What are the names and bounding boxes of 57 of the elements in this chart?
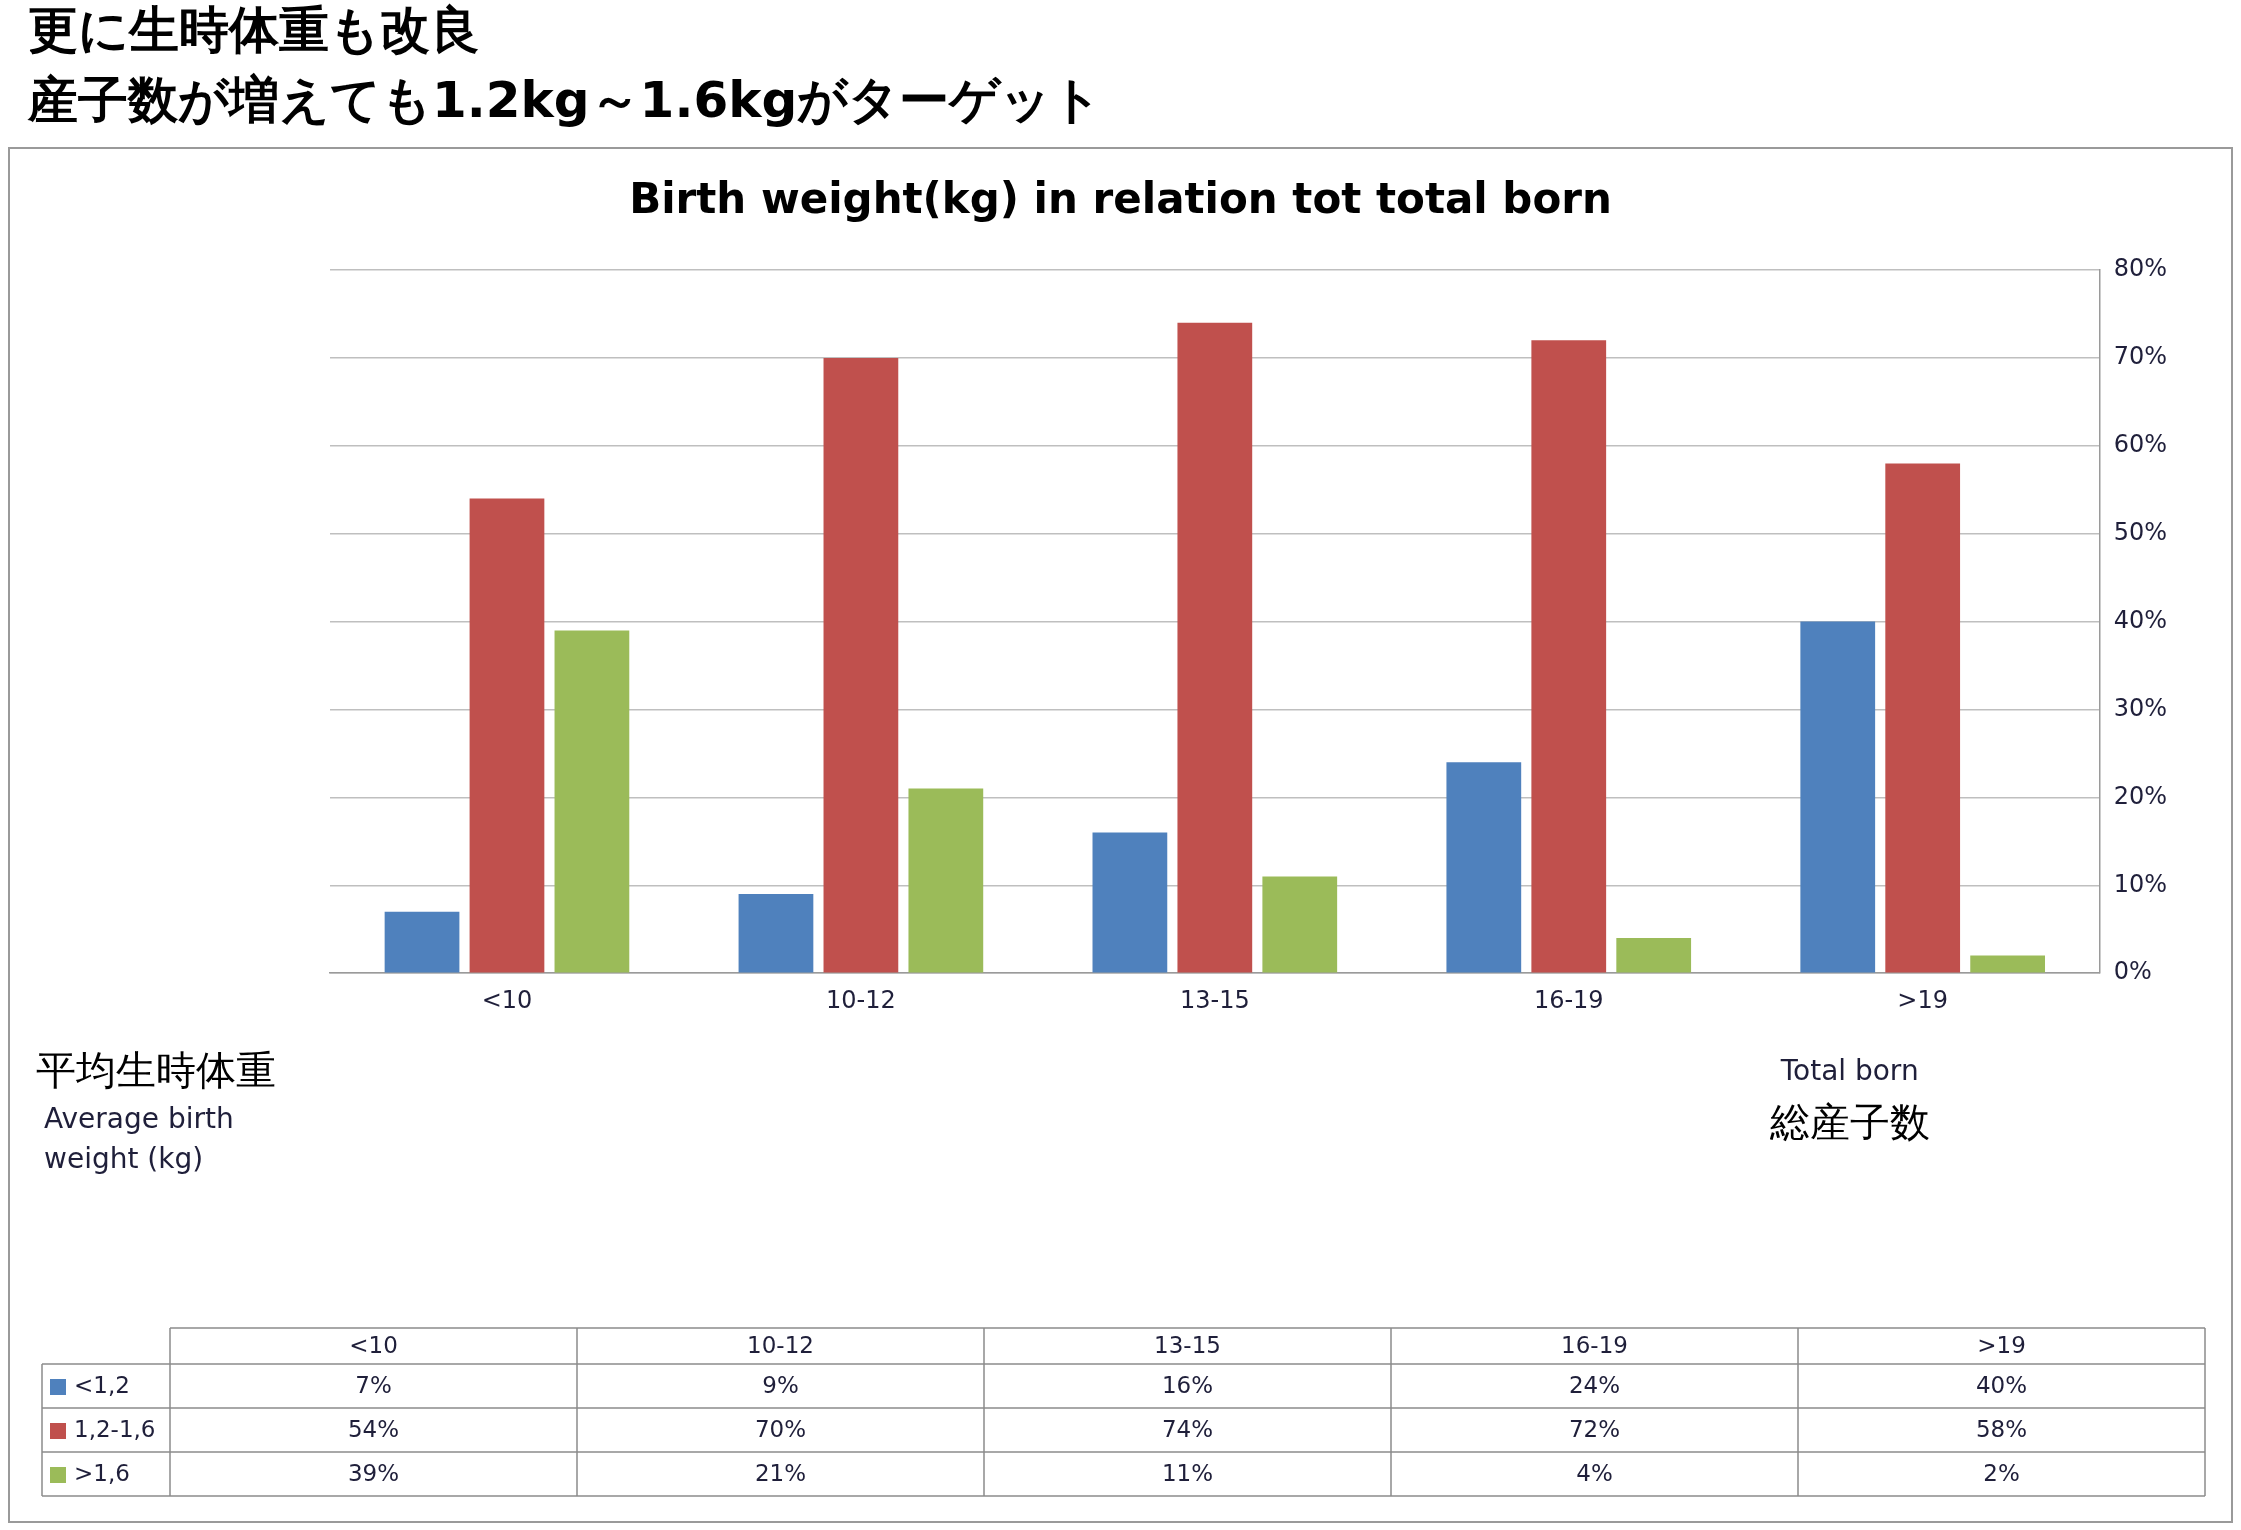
y-tick-label: 10% xyxy=(2113,869,2167,898)
data-label: 9% xyxy=(762,1371,799,1398)
data-label: 39% xyxy=(347,1459,400,1486)
y-tick-label: 40% xyxy=(2113,605,2167,634)
y-tick-label: 50% xyxy=(2113,517,2167,546)
y-tick-label: 0% xyxy=(2113,957,2152,986)
data-label: 24% xyxy=(1568,1371,1621,1398)
data-label: 4% xyxy=(1576,1459,1613,1486)
x-tick-label: 13-15 xyxy=(1179,985,1250,1014)
bar xyxy=(1262,876,1338,973)
data-label: 58% xyxy=(1975,1415,2028,1442)
y-tick-label: 20% xyxy=(2113,781,2167,810)
x-tick-label: >19 xyxy=(1897,985,1949,1014)
legend-title: 平均生時体重 Average birth weight (kg) xyxy=(36,1046,276,1176)
bar xyxy=(908,788,984,973)
bar xyxy=(1092,832,1168,973)
bar xyxy=(738,894,814,973)
bar xyxy=(384,911,460,973)
x-axis-title: Total born 総産子数 xyxy=(1768,1054,1930,1145)
category-label: <10 xyxy=(349,1331,398,1358)
data-label: 16% xyxy=(1161,1371,1214,1398)
data-label: 7% xyxy=(355,1371,392,1398)
y-tick-label: 60% xyxy=(2113,430,2167,459)
bar xyxy=(1446,762,1522,973)
x-tick-label: 10-12 xyxy=(826,985,896,1014)
x-tick-label: <10 xyxy=(481,985,533,1014)
bar xyxy=(1970,955,2046,973)
bar xyxy=(469,498,545,973)
bar xyxy=(1177,322,1253,973)
data-label: 70% xyxy=(754,1415,807,1442)
y-tick-label: 80% xyxy=(2113,254,2167,283)
y-tick-label: 70% xyxy=(2113,342,2167,371)
legend-label: 1,2-1,6 xyxy=(74,1415,156,1442)
data-label: 11% xyxy=(1161,1459,1214,1486)
category-label: 16-19 xyxy=(1561,1331,1628,1358)
category-label: >19 xyxy=(1977,1331,2026,1358)
bar xyxy=(1531,340,1607,973)
data-label: 40% xyxy=(1975,1371,2028,1398)
data-label: 72% xyxy=(1568,1415,1621,1442)
bar xyxy=(1885,463,1961,973)
data-label: 74% xyxy=(1161,1415,1214,1442)
data-label: 54% xyxy=(347,1415,400,1442)
category-label: 10-12 xyxy=(747,1331,814,1358)
bar xyxy=(823,357,899,973)
x-tick-label: 16-19 xyxy=(1533,985,1604,1014)
data-label: 21% xyxy=(754,1459,807,1486)
chart-title: Birth weight(kg) in relation tot total born xyxy=(629,173,1612,223)
bar xyxy=(1800,621,1876,973)
category-label: 13-15 xyxy=(1154,1331,1221,1358)
text: 更に生時体重も改良 xyxy=(28,0,480,59)
y-tick-label: 30% xyxy=(2113,693,2167,722)
text: 産子数が増えても1.2kg～1.6kgがターゲット xyxy=(27,70,1103,129)
data-label: 2% xyxy=(1983,1459,2020,1486)
bar xyxy=(554,630,630,973)
bar xyxy=(1616,938,1692,973)
legend-label: >1,6 xyxy=(74,1459,130,1486)
legend-label: <1,2 xyxy=(74,1371,130,1398)
